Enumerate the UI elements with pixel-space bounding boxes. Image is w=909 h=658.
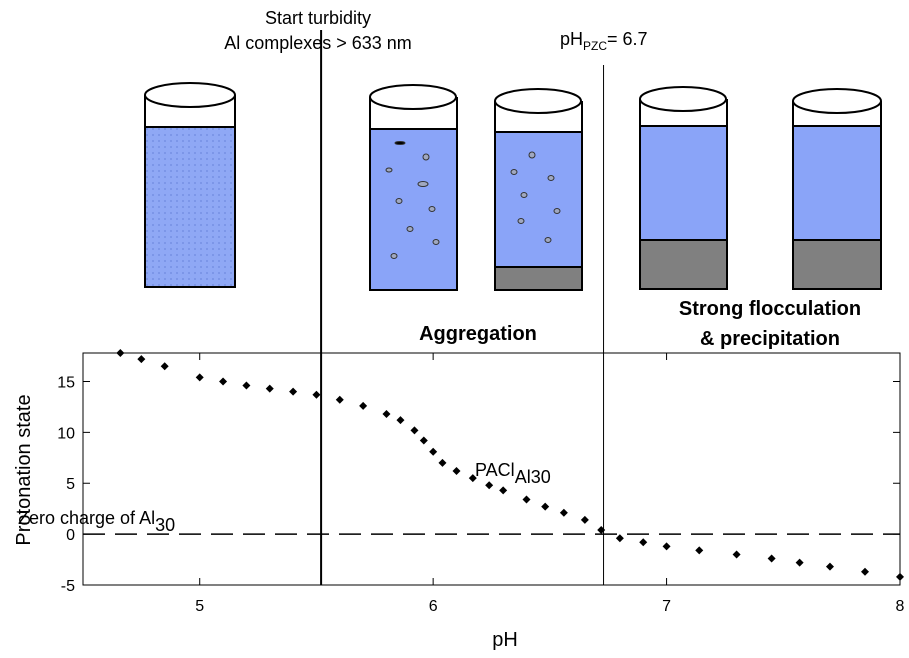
x-axis-label: pH [492, 629, 518, 651]
data-point [541, 502, 550, 511]
data-point [219, 377, 228, 386]
annotation: & precipitation [700, 328, 840, 350]
y-tick-label: 10 [57, 425, 75, 442]
data-point [860, 567, 869, 576]
data-point [419, 436, 428, 445]
x-tick-label: 7 [662, 598, 671, 615]
y-tick-label: 0 [66, 527, 75, 544]
y-axis-label: Protonation state [13, 394, 35, 545]
data-point [522, 495, 531, 504]
annotation: pHPZC= 6.7 [560, 29, 648, 53]
annotation-sub: 30 [155, 515, 175, 535]
data-point [597, 526, 606, 535]
plot-frame [82, 352, 901, 586]
annotation: PAClAl30 [475, 460, 551, 487]
data-point [896, 572, 904, 581]
annotation: Zero charge of Al30 [18, 508, 175, 535]
cylinders [144, 82, 882, 291]
data-point [289, 387, 298, 396]
data-point [695, 546, 704, 555]
data-point [767, 554, 776, 563]
y-tick-label: -5 [61, 578, 75, 595]
data-point [559, 508, 568, 517]
data-point [438, 458, 447, 467]
data-point [452, 467, 461, 476]
data-point [116, 349, 125, 357]
annotation-part: = 6.7 [607, 29, 648, 49]
annotation: Start turbidity [265, 8, 371, 28]
annotation: Aggregation [419, 323, 537, 345]
data-point [137, 355, 146, 364]
data-point [580, 515, 589, 524]
annotation: Al complexes > 633 nm [224, 33, 412, 53]
data-point [396, 416, 405, 425]
data-point [160, 362, 169, 371]
annotation-sub: Al30 [515, 467, 551, 487]
data-point [732, 550, 741, 559]
data-point [359, 401, 368, 410]
annotation-sub: PZC [583, 39, 607, 53]
annotation-part: Zero charge of Al [18, 508, 155, 528]
data-point [662, 542, 671, 551]
data-point [195, 373, 204, 382]
data-point [312, 390, 321, 399]
data-point [825, 562, 834, 571]
data-point [265, 384, 274, 393]
x-tick-label: 8 [896, 598, 905, 615]
data-point [410, 426, 419, 435]
data-point [499, 486, 508, 495]
data-point [639, 538, 648, 547]
particles [385, 141, 561, 259]
data-point [468, 474, 477, 483]
x-tick-label: 6 [429, 598, 438, 615]
y-tick-label: 15 [57, 374, 75, 391]
data-point [615, 534, 624, 543]
annotation: Strong flocculation [679, 298, 861, 320]
data-point [335, 395, 344, 404]
annotation-part: PACl [475, 460, 515, 480]
data-point [429, 447, 438, 456]
annotation-part: pH [560, 29, 583, 49]
data-point [242, 381, 251, 390]
data-point [382, 410, 391, 419]
x-tick-label: 5 [195, 598, 204, 615]
y-tick-label: 5 [66, 476, 75, 493]
data-point [795, 558, 804, 567]
data-point [485, 481, 494, 490]
